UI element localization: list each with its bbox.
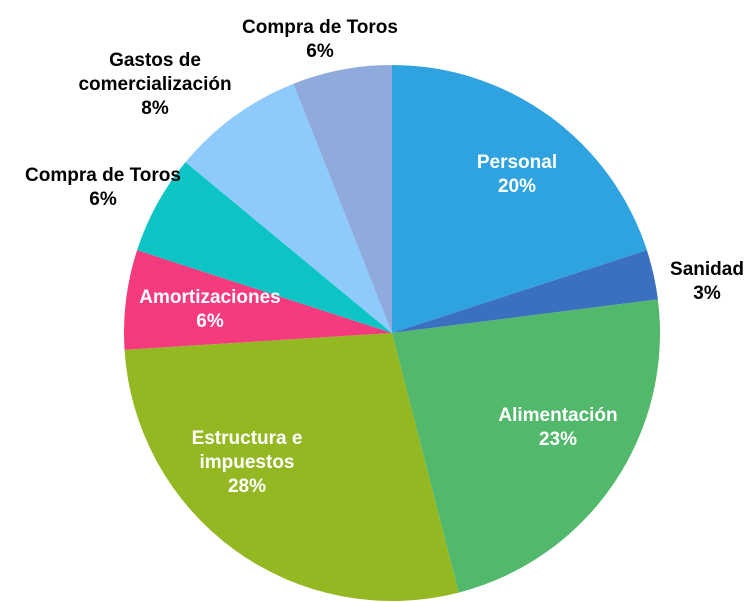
value-label: 6% [306,41,334,62]
category-label: Compra de Toros [242,17,398,38]
category-label: Compra de Toros [25,165,181,186]
pie-slice [137,162,392,333]
category-label: Estructura e impuestos [191,428,303,473]
category-label: Sanidad [670,259,744,280]
category-label: Gastos de comercialización [78,50,232,95]
category-label: Personal [476,152,558,173]
value-label: 6% [89,189,117,210]
pie-slice [124,250,393,350]
value-label: 3% [693,283,721,304]
slice-label: Personal 20% [437,151,597,199]
pie-slice [124,333,459,601]
pie-slice [293,65,392,333]
value-label: 20% [497,176,537,197]
category-label: Amortizaciones [139,287,281,308]
slice-label: Estructura e impuestos 28% [177,427,317,499]
slice-label: Alimentación 23% [468,404,648,452]
value-label: 6% [196,311,224,332]
value-label: 23% [538,429,578,450]
slice-label: Sanidad 3% [662,258,752,306]
pie-slice [392,250,658,333]
value-label: 8% [141,98,169,119]
value-label: 28% [227,476,267,497]
pie-slice [392,65,647,333]
pie-slice [185,83,392,333]
category-label: Alimentación [498,405,618,426]
slice-label: Gastos de comercialización 8% [60,49,250,121]
slice-label: Compra de Toros 6% [3,164,203,212]
pie-slice [392,299,660,593]
slice-label: Amortizaciones 6% [115,286,305,334]
slice-label: Compra de Toros 6% [220,16,420,64]
